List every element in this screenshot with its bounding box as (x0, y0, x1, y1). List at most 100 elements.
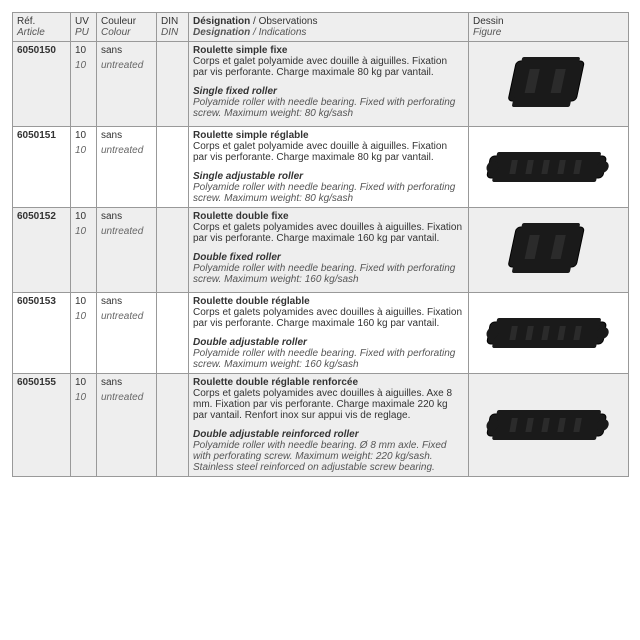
pu-value: 10 (75, 145, 92, 156)
uv-value: 10 (75, 45, 92, 56)
color-fr: sans (101, 296, 152, 307)
cell-uv: 1010 (71, 208, 97, 293)
cell-designation: Roulette simple réglableCorps et galet p… (189, 127, 469, 208)
cell-uv: 1010 (71, 293, 97, 374)
header-ref: Réf. Article (13, 13, 71, 42)
product-figure-icon (494, 215, 604, 285)
designation-title-fr: Roulette simple réglable (193, 130, 464, 141)
header-uv-en: PU (75, 27, 92, 38)
cell-uv: 1010 (71, 127, 97, 208)
pu-value: 10 (75, 311, 92, 322)
pu-value: 10 (75, 60, 92, 71)
header-color-fr: Couleur (101, 16, 152, 27)
pu-value: 10 (75, 392, 92, 403)
designation-body-en: Polyamide roller with needle bearing. Fi… (193, 263, 464, 285)
uv-value: 10 (75, 211, 92, 222)
cell-ref: 6050151 (13, 127, 71, 208)
header-des-en: Designation / Indications (193, 27, 464, 38)
header-designation: Désignation / Observations Designation /… (189, 13, 469, 42)
designation-title-fr: Roulette double fixe (193, 211, 464, 222)
designation-body-en: Polyamide roller with needle bearing. Fi… (193, 348, 464, 370)
header-din-fr: DIN (161, 16, 184, 27)
table-row: 60501531010sansuntreatedRoulette double … (13, 293, 629, 374)
header-des-fr: Désignation / Observations (193, 16, 464, 27)
header-fig-fr: Dessin (473, 16, 624, 27)
uv-value: 10 (75, 130, 92, 141)
cell-figure (469, 374, 629, 477)
designation-body-fr: Corps et galets polyamides avec douilles… (193, 222, 464, 244)
cell-color: sans untreated (97, 208, 157, 293)
table-body: 60501501010sansuntreatedRoulette simple … (13, 42, 629, 477)
pu-value: 10 (75, 226, 92, 237)
product-figure-icon (479, 400, 619, 450)
designation-title-en: Double adjustable reinforced roller (193, 429, 464, 440)
designation-title-en: Single adjustable roller (193, 171, 464, 182)
cell-color: sans untreated (97, 127, 157, 208)
color-en: untreated (101, 311, 152, 322)
color-en: untreated (101, 60, 152, 71)
cell-din (157, 42, 189, 127)
table-row: 60501521010sansuntreatedRoulette double … (13, 208, 629, 293)
designation-title-en: Double fixed roller (193, 252, 464, 263)
designation-title-fr: Roulette double réglable renforcée (193, 377, 464, 388)
ref-value: 6050151 (17, 130, 56, 141)
cell-ref: 6050153 (13, 293, 71, 374)
designation-title-en: Double adjustable roller (193, 337, 464, 348)
header-din: DIN DIN (157, 13, 189, 42)
cell-ref: 6050152 (13, 208, 71, 293)
designation-title-fr: Roulette simple fixe (193, 45, 464, 56)
designation-body-fr: Corps et galet polyamide avec douille à … (193, 141, 464, 163)
cell-ref: 6050150 (13, 42, 71, 127)
header-fig-en: Figure (473, 27, 624, 38)
table-row: 60501551010sansuntreatedRoulette double … (13, 374, 629, 477)
product-table: Réf. Article UV PU Couleur Colour DIN DI… (12, 12, 629, 477)
cell-designation: Roulette double réglable renforcéeCorps … (189, 374, 469, 477)
cell-color: sans untreated (97, 293, 157, 374)
cell-designation: Roulette double fixeCorps et galets poly… (189, 208, 469, 293)
header-ref-en: Article (17, 27, 66, 38)
cell-ref: 6050155 (13, 374, 71, 477)
table-row: 60501511010sansuntreatedRoulette simple … (13, 127, 629, 208)
uv-value: 10 (75, 377, 92, 388)
cell-designation: Roulette simple fixeCorps et galet polya… (189, 42, 469, 127)
designation-body-en: Polyamide roller with needle bearing. Fi… (193, 182, 464, 204)
color-fr: sans (101, 211, 152, 222)
designation-body-fr: Corps et galets polyamides avec douilles… (193, 307, 464, 329)
color-en: untreated (101, 145, 152, 156)
cell-din (157, 127, 189, 208)
header-figure: Dessin Figure (469, 13, 629, 42)
designation-title-en: Single fixed roller (193, 86, 464, 97)
header-color: Couleur Colour (97, 13, 157, 42)
table-row: 60501501010sansuntreatedRoulette simple … (13, 42, 629, 127)
designation-body-en: Polyamide roller with needle bearing. Fi… (193, 97, 464, 119)
cell-figure (469, 127, 629, 208)
ref-value: 6050150 (17, 45, 56, 56)
table-header-row: Réf. Article UV PU Couleur Colour DIN DI… (13, 13, 629, 42)
header-color-en: Colour (101, 27, 152, 38)
header-uv: UV PU (71, 13, 97, 42)
designation-body-fr: Corps et galet polyamide avec douille à … (193, 56, 464, 78)
cell-din (157, 374, 189, 477)
ref-value: 6050155 (17, 377, 56, 388)
cell-designation: Roulette double réglableCorps et galets … (189, 293, 469, 374)
color-fr: sans (101, 130, 152, 141)
cell-figure (469, 42, 629, 127)
ref-value: 6050152 (17, 211, 56, 222)
header-uv-fr: UV (75, 16, 92, 27)
header-ref-fr: Réf. (17, 16, 66, 27)
product-figure-icon (479, 142, 619, 192)
cell-figure (469, 208, 629, 293)
designation-body-fr: Corps et galets polyamides avec douilles… (193, 388, 464, 421)
header-din-en: DIN (161, 27, 184, 38)
cell-uv: 1010 (71, 374, 97, 477)
color-fr: sans (101, 377, 152, 388)
cell-color: sansuntreated (97, 374, 157, 477)
cell-din (157, 293, 189, 374)
color-en: untreated (101, 226, 152, 237)
designation-body-en: Polyamide roller with needle bearing. Ø … (193, 440, 464, 473)
cell-uv: 1010 (71, 42, 97, 127)
product-figure-icon (479, 308, 619, 358)
cell-figure (469, 293, 629, 374)
product-figure-icon (494, 49, 604, 119)
uv-value: 10 (75, 296, 92, 307)
